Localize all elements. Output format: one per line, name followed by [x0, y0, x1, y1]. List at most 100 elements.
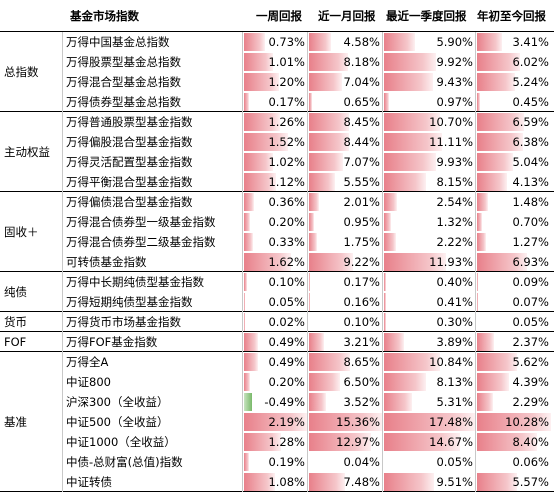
return-value: 0.10% — [343, 313, 380, 331]
data-bar — [244, 213, 250, 231]
return-value: 11.93% — [429, 253, 473, 271]
return-cell-q: 5.31% — [384, 393, 475, 411]
return-value: 9.22% — [343, 253, 380, 271]
index-name: 万得普通股票型基金指数 — [66, 112, 193, 132]
return-value: 0.06% — [512, 453, 549, 471]
return-cell-q: 10.84% — [384, 353, 475, 371]
return-cell-q: 2.22% — [384, 233, 475, 251]
return-cell-w: 0.02% — [244, 313, 307, 331]
data-bar — [244, 393, 252, 411]
return-value: 1.27% — [512, 233, 549, 251]
return-value: 5.31% — [436, 393, 473, 411]
return-value: 3.52% — [343, 393, 380, 411]
return-value: 1.01% — [268, 53, 305, 71]
data-bar — [477, 333, 494, 351]
return-cell-m: 1.75% — [309, 233, 382, 251]
data-bar — [309, 213, 314, 231]
return-value: 1.32% — [436, 213, 473, 231]
return-value: 0.20% — [268, 373, 305, 391]
return-value: 0.97% — [436, 93, 473, 111]
return-cell-w: 0.73% — [244, 33, 307, 51]
return-cell-w: 1.01% — [244, 53, 307, 71]
return-value: 2.37% — [512, 333, 549, 351]
data-bar — [384, 393, 412, 411]
data-bar — [244, 373, 250, 391]
data-bar — [477, 93, 480, 111]
column-separator — [242, 32, 243, 492]
header-index-name: 基金市场指数 — [70, 0, 139, 32]
rule-line — [0, 271, 554, 272]
return-cell-q: 5.90% — [384, 33, 475, 51]
data-bar — [384, 73, 433, 91]
return-cell-q: 3.89% — [384, 333, 475, 351]
return-cell-y: 0.05% — [477, 313, 551, 331]
return-value: 0.49% — [268, 353, 305, 371]
return-value: 0.07% — [512, 293, 549, 311]
return-cell-y: 1.27% — [477, 233, 551, 251]
return-value: 1.48% — [512, 193, 549, 211]
return-value: 0.09% — [512, 273, 549, 291]
column-separator — [475, 32, 476, 492]
return-cell-m: 4.58% — [309, 33, 382, 51]
return-value: 3.89% — [436, 333, 473, 351]
return-value: 2.01% — [343, 193, 380, 211]
return-value: 6.50% — [343, 373, 380, 391]
return-value: 6.02% — [512, 53, 549, 71]
return-cell-m: 8.44% — [309, 133, 382, 151]
return-value: 4.58% — [343, 33, 380, 51]
return-value: 12.97% — [336, 433, 380, 451]
return-cell-w: 1.26% — [244, 113, 307, 131]
data-bar — [384, 373, 426, 391]
return-value: 0.17% — [268, 93, 305, 111]
return-cell-y: 1.48% — [477, 193, 551, 211]
return-value: 5.55% — [343, 173, 380, 191]
data-bar — [384, 273, 386, 291]
category-cell: 固收＋ — [0, 192, 62, 272]
return-value: 10.70% — [429, 113, 473, 131]
return-cell-q: 8.13% — [384, 373, 475, 391]
data-bar — [309, 173, 335, 191]
return-value: 0.41% — [436, 293, 473, 311]
return-value: 2.29% — [512, 393, 549, 411]
data-bar — [477, 353, 517, 371]
return-value: 5.90% — [436, 33, 473, 51]
return-cell-w: 0.17% — [244, 93, 307, 111]
return-value: 15.36% — [336, 413, 380, 431]
category-cell: 总指数 — [0, 32, 62, 112]
return-cell-m: 0.10% — [309, 313, 382, 331]
header-1w-return: 一周回报 — [256, 0, 302, 32]
return-value: 0.40% — [436, 273, 473, 291]
data-bar — [244, 313, 245, 331]
return-cell-m: 8.65% — [309, 353, 382, 371]
index-name: 万得全A — [66, 352, 108, 372]
return-cell-w: 1.20% — [244, 73, 307, 91]
index-name: 万得中长期纯债型基金指数 — [66, 272, 204, 292]
return-value: 2.22% — [436, 233, 473, 251]
index-name: 万得偏债混合型基金指数 — [66, 192, 193, 212]
return-cell-w: 1.02% — [244, 153, 307, 171]
return-cell-m: 12.97% — [309, 433, 382, 451]
return-value: 3.21% — [343, 333, 380, 351]
category-label: 主动权益 — [4, 144, 50, 160]
return-cell-q: 9.92% — [384, 53, 475, 71]
return-cell-q: 9.51% — [384, 473, 475, 491]
category-label: 货币 — [4, 314, 27, 330]
return-value: 8.44% — [343, 133, 380, 151]
data-bar — [244, 353, 258, 371]
return-cell-q: 9.93% — [384, 153, 475, 171]
data-bar — [309, 93, 312, 111]
return-value: 0.30% — [436, 313, 473, 331]
return-cell-m: 9.22% — [309, 253, 382, 271]
return-cell-q: 1.32% — [384, 213, 475, 231]
data-bar — [477, 213, 482, 231]
category-label: 总指数 — [4, 64, 39, 80]
